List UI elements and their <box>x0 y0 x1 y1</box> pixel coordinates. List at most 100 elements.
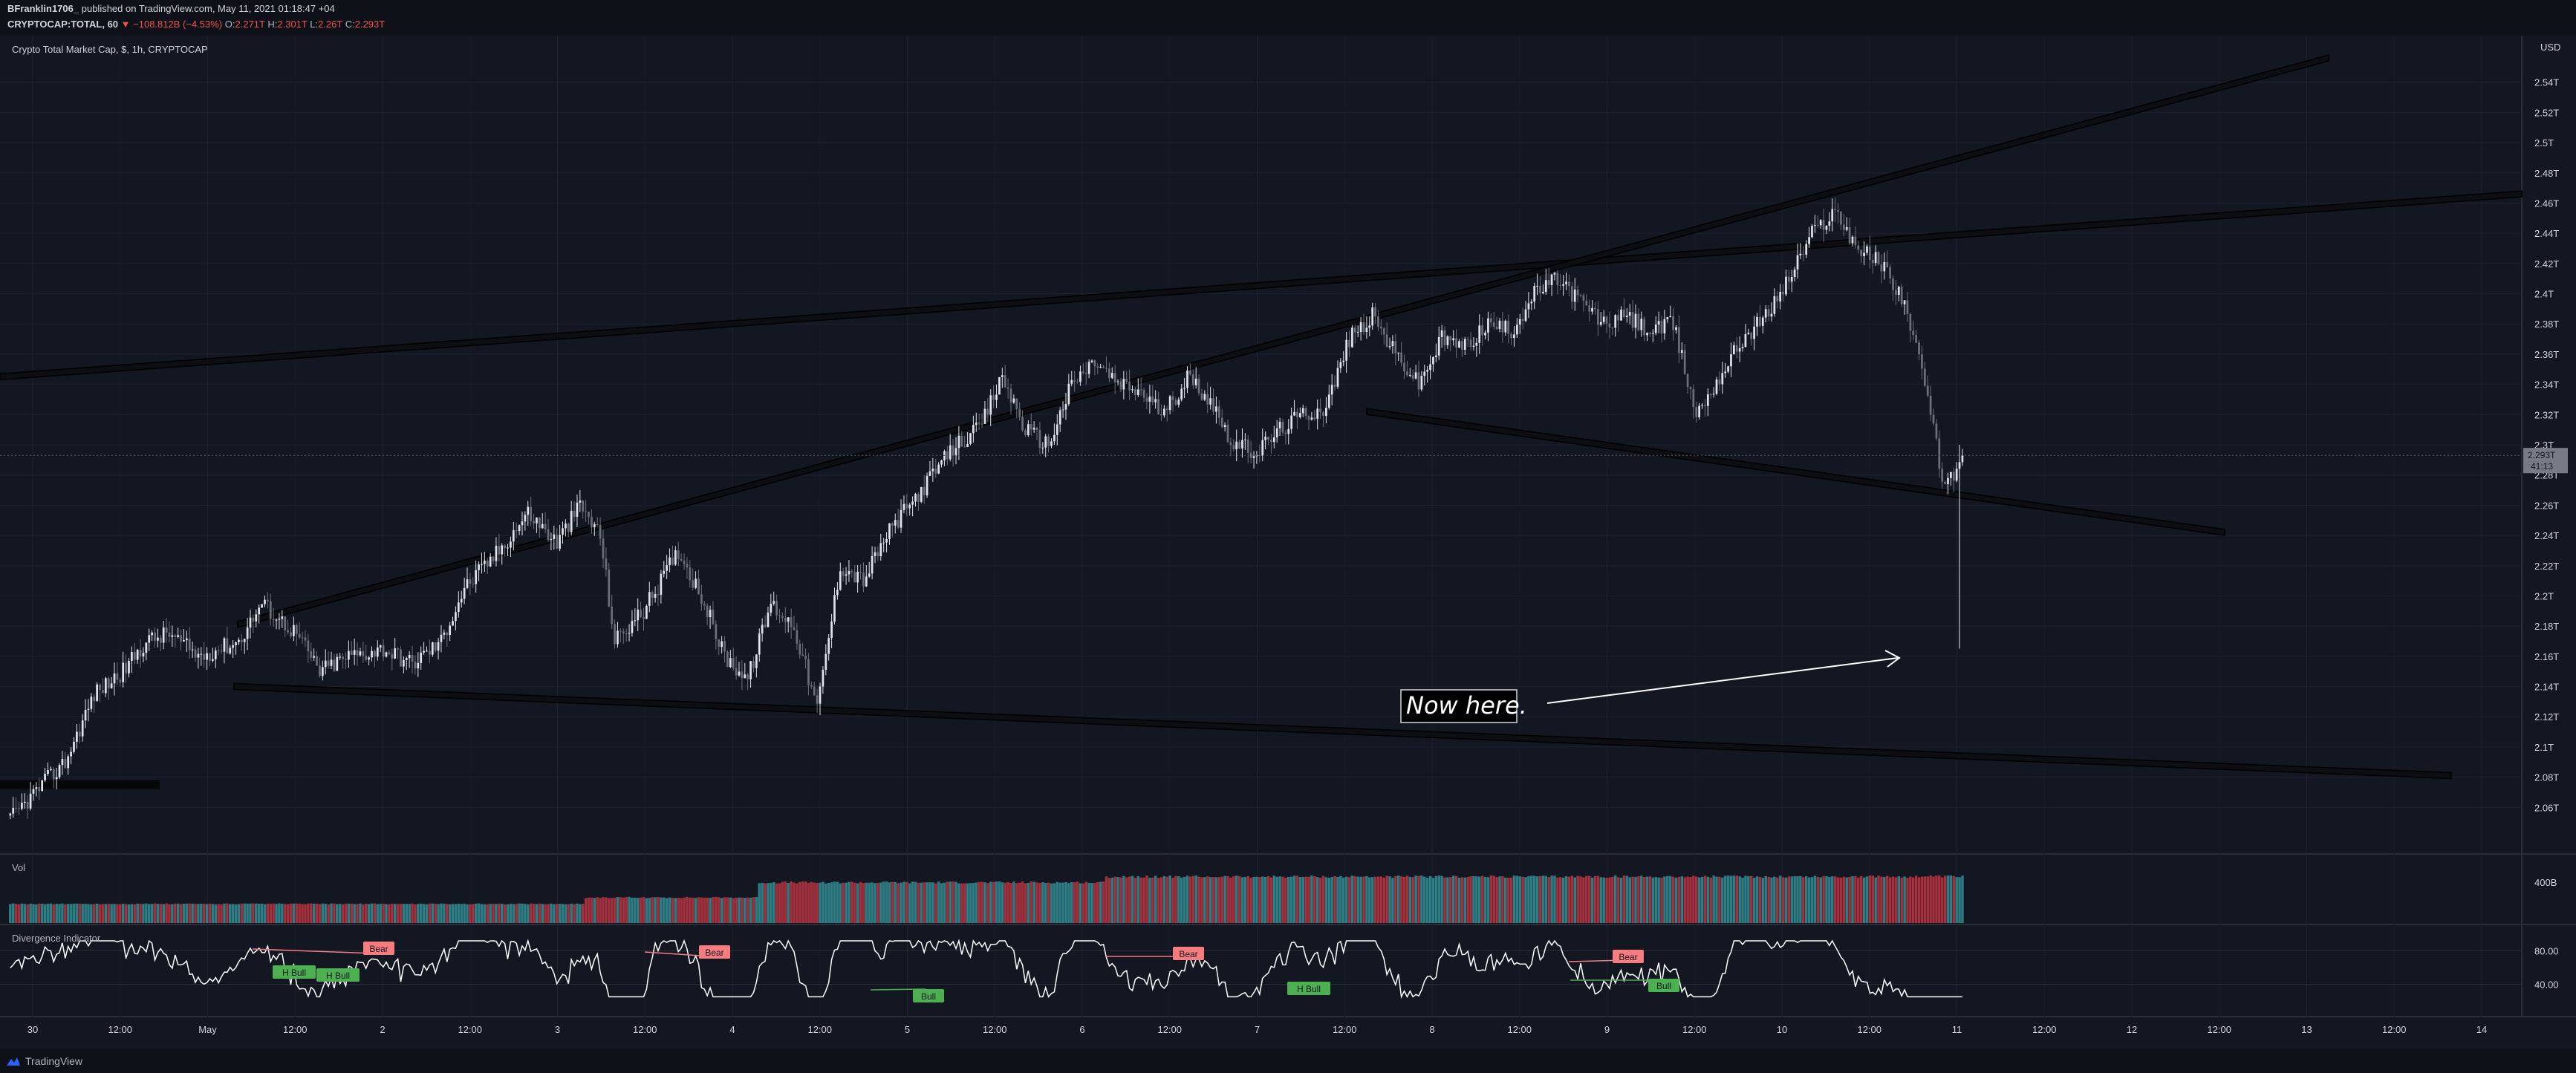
candle-body <box>608 570 611 607</box>
candle-body <box>715 624 718 640</box>
y-tick-label: 2.2T <box>2534 590 2554 601</box>
volume-bar <box>1903 876 1906 923</box>
candle-body <box>1741 347 1744 348</box>
publish-date: published on TradingView.com, May 11, 20… <box>81 3 335 14</box>
volume-bar <box>1044 883 1047 923</box>
candle-body <box>214 650 217 659</box>
candle-body <box>1238 441 1240 449</box>
candle-body <box>874 552 876 556</box>
volume-bar <box>654 897 657 923</box>
candle-body <box>1165 408 1168 411</box>
last-price-badge <box>2523 448 2568 474</box>
time-axis[interactable]: 30 12:00 May 12:00 2 12:00 3 12:00 4 12:00 5 12:00 6… <box>27 1024 2487 1035</box>
volume-bar <box>1553 875 1556 923</box>
volume-bar <box>182 904 186 923</box>
volume-bar <box>746 897 749 923</box>
volume-bar <box>336 904 339 923</box>
volume-bar <box>373 903 377 923</box>
volume-bar <box>547 904 550 923</box>
candle-body <box>596 524 599 526</box>
candle-body <box>200 653 203 655</box>
candle-body <box>911 501 914 505</box>
candle-body <box>741 671 744 679</box>
divergence-label: H Bull <box>1297 984 1321 994</box>
volume-bar <box>1938 875 1941 923</box>
volume-bar <box>168 904 171 923</box>
candle-body <box>515 530 518 532</box>
volume-bar <box>819 882 822 923</box>
volume-bar <box>405 904 409 923</box>
volume-bar <box>472 904 475 923</box>
candle-body <box>223 638 226 652</box>
volume-bar <box>1920 876 1924 923</box>
volume-bar <box>529 903 533 923</box>
volume-bar <box>425 904 429 923</box>
candle-body <box>599 525 602 539</box>
osc-tick-label: 80.00 <box>2534 946 2559 957</box>
candle-body <box>1686 374 1689 388</box>
volume-bar <box>1090 883 1093 923</box>
volume-bar <box>983 882 986 923</box>
price-axis[interactable]: 2.54T 2.52T 2.5T 2.48T 2.46T 2.44T 2.42T 2.4T 2.… <box>2523 42 2568 991</box>
volume-bar <box>599 898 602 923</box>
candle-body <box>287 630 289 633</box>
chart-annotation[interactable]: Now here. <box>1400 650 1901 723</box>
trendline-drawings[interactable] <box>0 54 2523 789</box>
candle-body <box>1559 285 1562 287</box>
x-tick-label: 4 <box>729 1024 735 1035</box>
candle-body <box>862 573 865 587</box>
candle-body <box>530 506 533 521</box>
candle-body <box>1799 253 1802 255</box>
candle-body <box>32 789 35 794</box>
candle-body <box>1082 371 1084 374</box>
candle-body <box>1698 405 1701 417</box>
candle-body <box>1533 286 1536 302</box>
volume-bar <box>1596 875 1600 923</box>
symbol-name[interactable]: CRYPTOCAP:TOTAL, 60 <box>7 19 119 30</box>
candle-body <box>400 649 402 667</box>
candle-body <box>1816 225 1819 226</box>
candle-body <box>1394 341 1397 353</box>
x-tick-label: 7 <box>1255 1024 1260 1035</box>
candle-body <box>1206 394 1209 405</box>
volume-bar <box>801 881 804 923</box>
volume-bar <box>283 904 287 923</box>
candle-body <box>680 559 683 561</box>
candle-body <box>1481 325 1483 336</box>
volume-bar <box>1411 877 1414 923</box>
x-tick-label: 8 <box>1429 1024 1434 1035</box>
divergence-label: Bull <box>921 991 936 1002</box>
volume-bar <box>130 904 134 923</box>
volume-bar <box>95 903 99 923</box>
volume-bar <box>900 882 902 923</box>
volume-bar <box>720 898 723 923</box>
volume-bar <box>1281 876 1284 923</box>
tradingview-logo[interactable]: TradingView <box>6 1055 82 1067</box>
candle-body <box>1162 408 1165 416</box>
candle-body <box>949 445 952 460</box>
volume-bar <box>78 903 82 923</box>
candle-body <box>1929 396 1932 415</box>
volume-bar <box>920 882 923 923</box>
volume-bar <box>628 896 631 923</box>
candle-body <box>726 651 729 668</box>
candle-body <box>1064 403 1067 410</box>
volume-bar <box>1810 877 1814 923</box>
candle-body <box>666 565 669 571</box>
volume-bar <box>1321 875 1325 923</box>
candle-body <box>934 469 937 474</box>
candle-body <box>565 524 567 529</box>
volume-bar <box>1532 875 1536 923</box>
candle-body <box>1385 334 1388 348</box>
volume-bar <box>1269 877 1273 923</box>
volume-bar <box>32 904 35 923</box>
volume-bar <box>790 881 793 923</box>
volume-bar <box>367 904 371 923</box>
volume-bar <box>1900 877 1903 923</box>
candle-body <box>850 570 853 573</box>
chart-canvas[interactable]: Bear Bear Bear Bear H Bull H Bull Bull H Bull Bu… <box>0 36 2576 1048</box>
volume-bar <box>686 896 689 923</box>
author-name[interactable]: BFranklin1706_ <box>7 3 79 14</box>
note-text: Now here. <box>1406 691 1527 720</box>
volume-bar <box>90 904 93 923</box>
